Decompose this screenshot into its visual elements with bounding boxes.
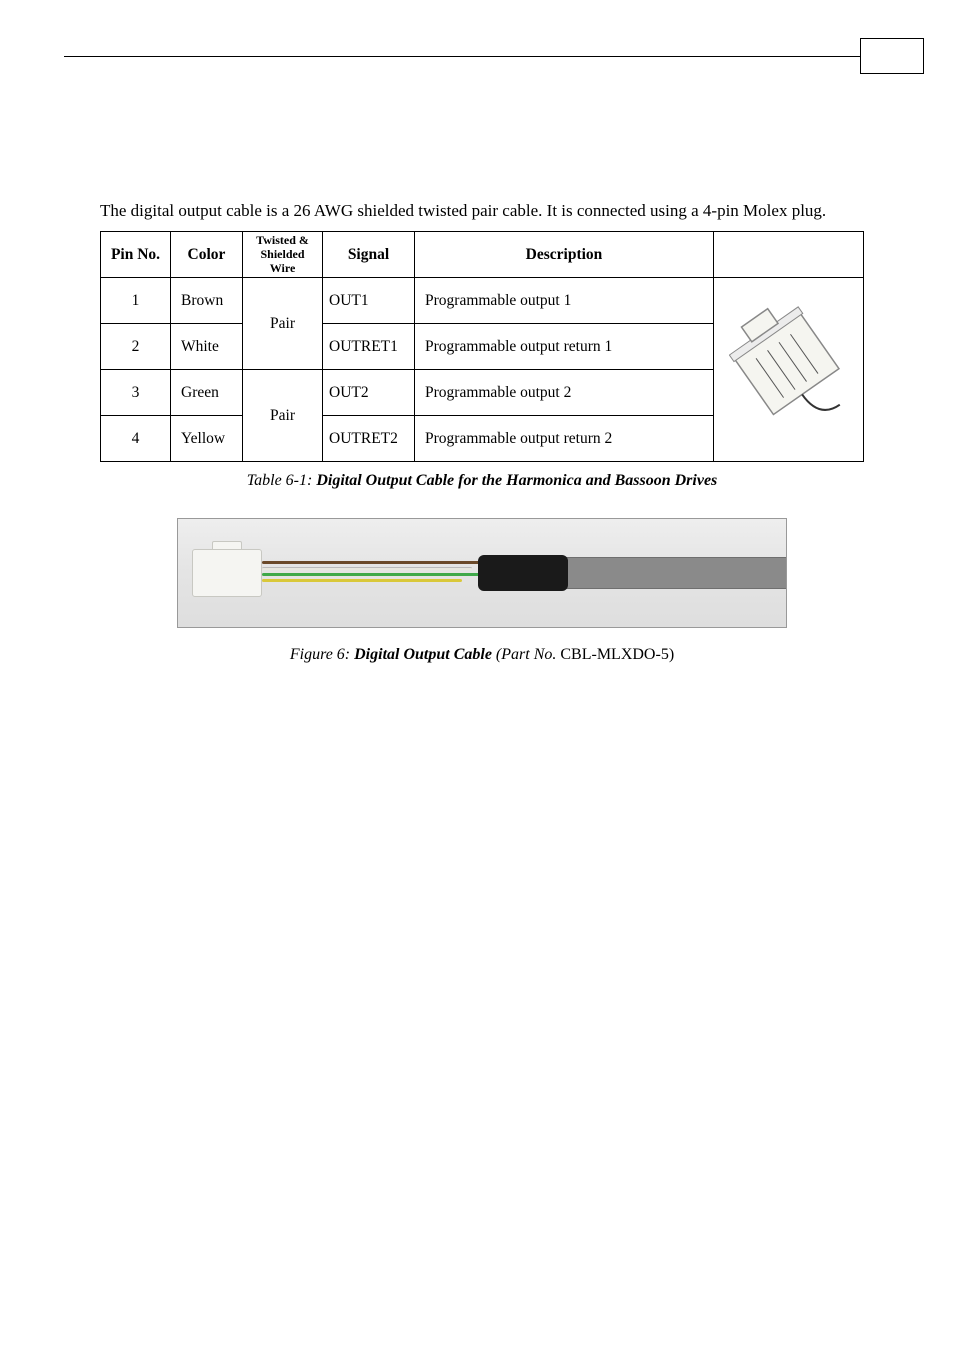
cell-color: Green bbox=[171, 370, 243, 416]
cell-desc: Programmable output 1 bbox=[415, 278, 714, 324]
th-tw-l2: Shielded bbox=[260, 247, 304, 261]
connector-body bbox=[192, 549, 262, 597]
wire-white bbox=[262, 567, 472, 570]
cable-photo bbox=[177, 518, 787, 628]
th-pin-no: Pin No. bbox=[101, 231, 171, 277]
cell-pin: 2 bbox=[101, 324, 171, 370]
cell-signal: OUT2 bbox=[323, 370, 415, 416]
figure-partno-tail: 5 bbox=[661, 646, 669, 663]
cell-signal: OUTRET2 bbox=[323, 416, 415, 462]
th-tw-l3: Wire bbox=[270, 261, 296, 275]
cell-signal: OUT1 bbox=[323, 278, 415, 324]
page-header bbox=[0, 0, 954, 80]
cell-color: White bbox=[171, 324, 243, 370]
cell-desc: Programmable output 2 bbox=[415, 370, 714, 416]
connector-image-cell bbox=[714, 278, 864, 462]
cell-desc: Programmable output return 2 bbox=[415, 416, 714, 462]
connector-icon bbox=[729, 297, 849, 437]
pinout-table: Pin No. Color Twisted & Shielded Wire Si… bbox=[100, 231, 864, 462]
figure-partno: CBL-MLXDO- bbox=[560, 646, 660, 663]
th-twisted: Twisted & Shielded Wire bbox=[243, 231, 323, 277]
table-header-row: Pin No. Color Twisted & Shielded Wire Si… bbox=[101, 231, 864, 277]
cell-color: Yellow bbox=[171, 416, 243, 462]
cell-pin: 4 bbox=[101, 416, 171, 462]
figure-caption: Figure 6: Digital Output Cable (Part No.… bbox=[100, 646, 864, 664]
cell-signal: OUTRET1 bbox=[323, 324, 415, 370]
heatshrink bbox=[478, 555, 568, 591]
cable-jacket bbox=[558, 557, 786, 589]
cell-pin: 3 bbox=[101, 370, 171, 416]
wire-brown bbox=[262, 561, 482, 564]
th-tw-l1: Twisted & bbox=[256, 233, 309, 247]
intro-paragraph: The digital output cable is a 26 AWG shi… bbox=[100, 200, 864, 223]
table-caption-prefix: Table 6-1: bbox=[247, 472, 317, 489]
cell-desc: Programmable output return 1 bbox=[415, 324, 714, 370]
table-row: 1 Brown Pair OUT1 Programmable output 1 bbox=[101, 278, 864, 324]
th-description: Description bbox=[415, 231, 714, 277]
figure-caption-bold: Digital Output Cable bbox=[354, 646, 492, 663]
table-caption-bold: Digital Output Cable for the Harmonica a… bbox=[316, 472, 717, 489]
header-rule bbox=[64, 56, 890, 57]
header-corner-box bbox=[860, 38, 924, 74]
table-caption: Table 6-1: Digital Output Cable for the … bbox=[100, 472, 864, 490]
figure-caption-suffix: (Part No. bbox=[492, 646, 560, 663]
cell-pair: Pair bbox=[243, 278, 323, 370]
cell-color: Brown bbox=[171, 278, 243, 324]
figure-wrap: Figure 6: Digital Output Cable (Part No.… bbox=[100, 518, 864, 664]
cell-pair: Pair bbox=[243, 370, 323, 462]
figure-caption-close: ) bbox=[669, 646, 674, 663]
cell-pin: 1 bbox=[101, 278, 171, 324]
th-image bbox=[714, 231, 864, 277]
figure-caption-prefix: Figure 6: bbox=[290, 646, 354, 663]
page-content: The digital output cable is a 26 AWG shi… bbox=[0, 80, 954, 664]
th-signal: Signal bbox=[323, 231, 415, 277]
th-color: Color bbox=[171, 231, 243, 277]
wire-yellow bbox=[262, 579, 462, 582]
wire-green bbox=[262, 573, 492, 576]
